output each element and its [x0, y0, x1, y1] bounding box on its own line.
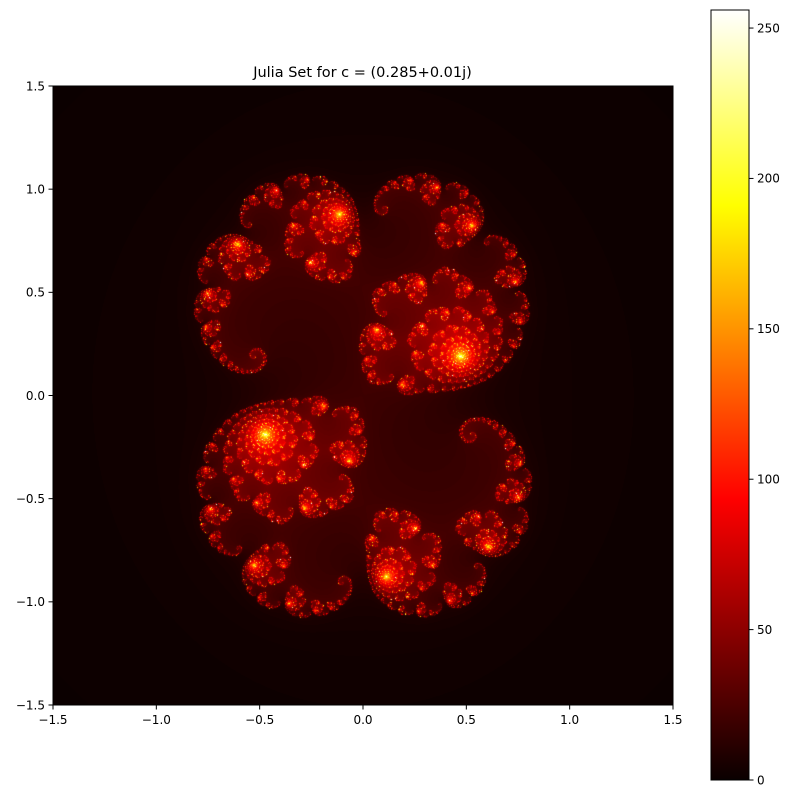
x-tick-label: 1.0	[560, 713, 579, 727]
colorbar-frame	[710, 9, 750, 781]
colorbar-tick-label: 200	[757, 172, 780, 186]
chart-title: Julia Set for c = (0.285+0.01j)	[252, 65, 472, 81]
y-tick-label: 1.0	[26, 182, 45, 196]
colorbar: 0 50 100 150 200 250	[710, 9, 780, 787]
x-tick-label: −0.5	[245, 713, 274, 727]
y-tick-label: 0.0	[26, 389, 45, 403]
x-axis: −1.5 −1.0 −0.5 0.0 0.5 1.0 1.5	[38, 705, 683, 727]
colorbar-ticks: 0 50 100 150 200 250	[749, 21, 780, 787]
x-tick-label: −1.5	[38, 713, 67, 727]
y-tick-label: −1.0	[16, 595, 45, 609]
y-tick-label: −0.5	[16, 492, 45, 506]
y-axis: −1.5 −1.0 −0.5 0.0 0.5 1.0 1.5	[16, 79, 53, 712]
x-tick-label: 0.5	[457, 713, 476, 727]
y-tick-label: 0.5	[26, 286, 45, 300]
y-tick-label: −1.5	[16, 698, 45, 712]
x-tick-label: 0.0	[353, 713, 372, 727]
colorbar-gradient	[711, 10, 749, 780]
x-tick-label: 1.5	[663, 713, 682, 727]
julia-image-container	[53, 86, 673, 705]
colorbar-tick-label: 0	[757, 773, 765, 787]
colorbar-tick-label: 100	[757, 473, 780, 487]
colorbar-tick-label: 250	[757, 21, 780, 35]
julia-set-heatmap	[53, 86, 673, 705]
colorbar-tick-label: 150	[757, 322, 780, 336]
colorbar-tick-label: 50	[757, 623, 772, 637]
x-tick-label: −1.0	[142, 713, 171, 727]
y-tick-label: 1.5	[26, 79, 45, 93]
plot-area	[52, 85, 674, 706]
